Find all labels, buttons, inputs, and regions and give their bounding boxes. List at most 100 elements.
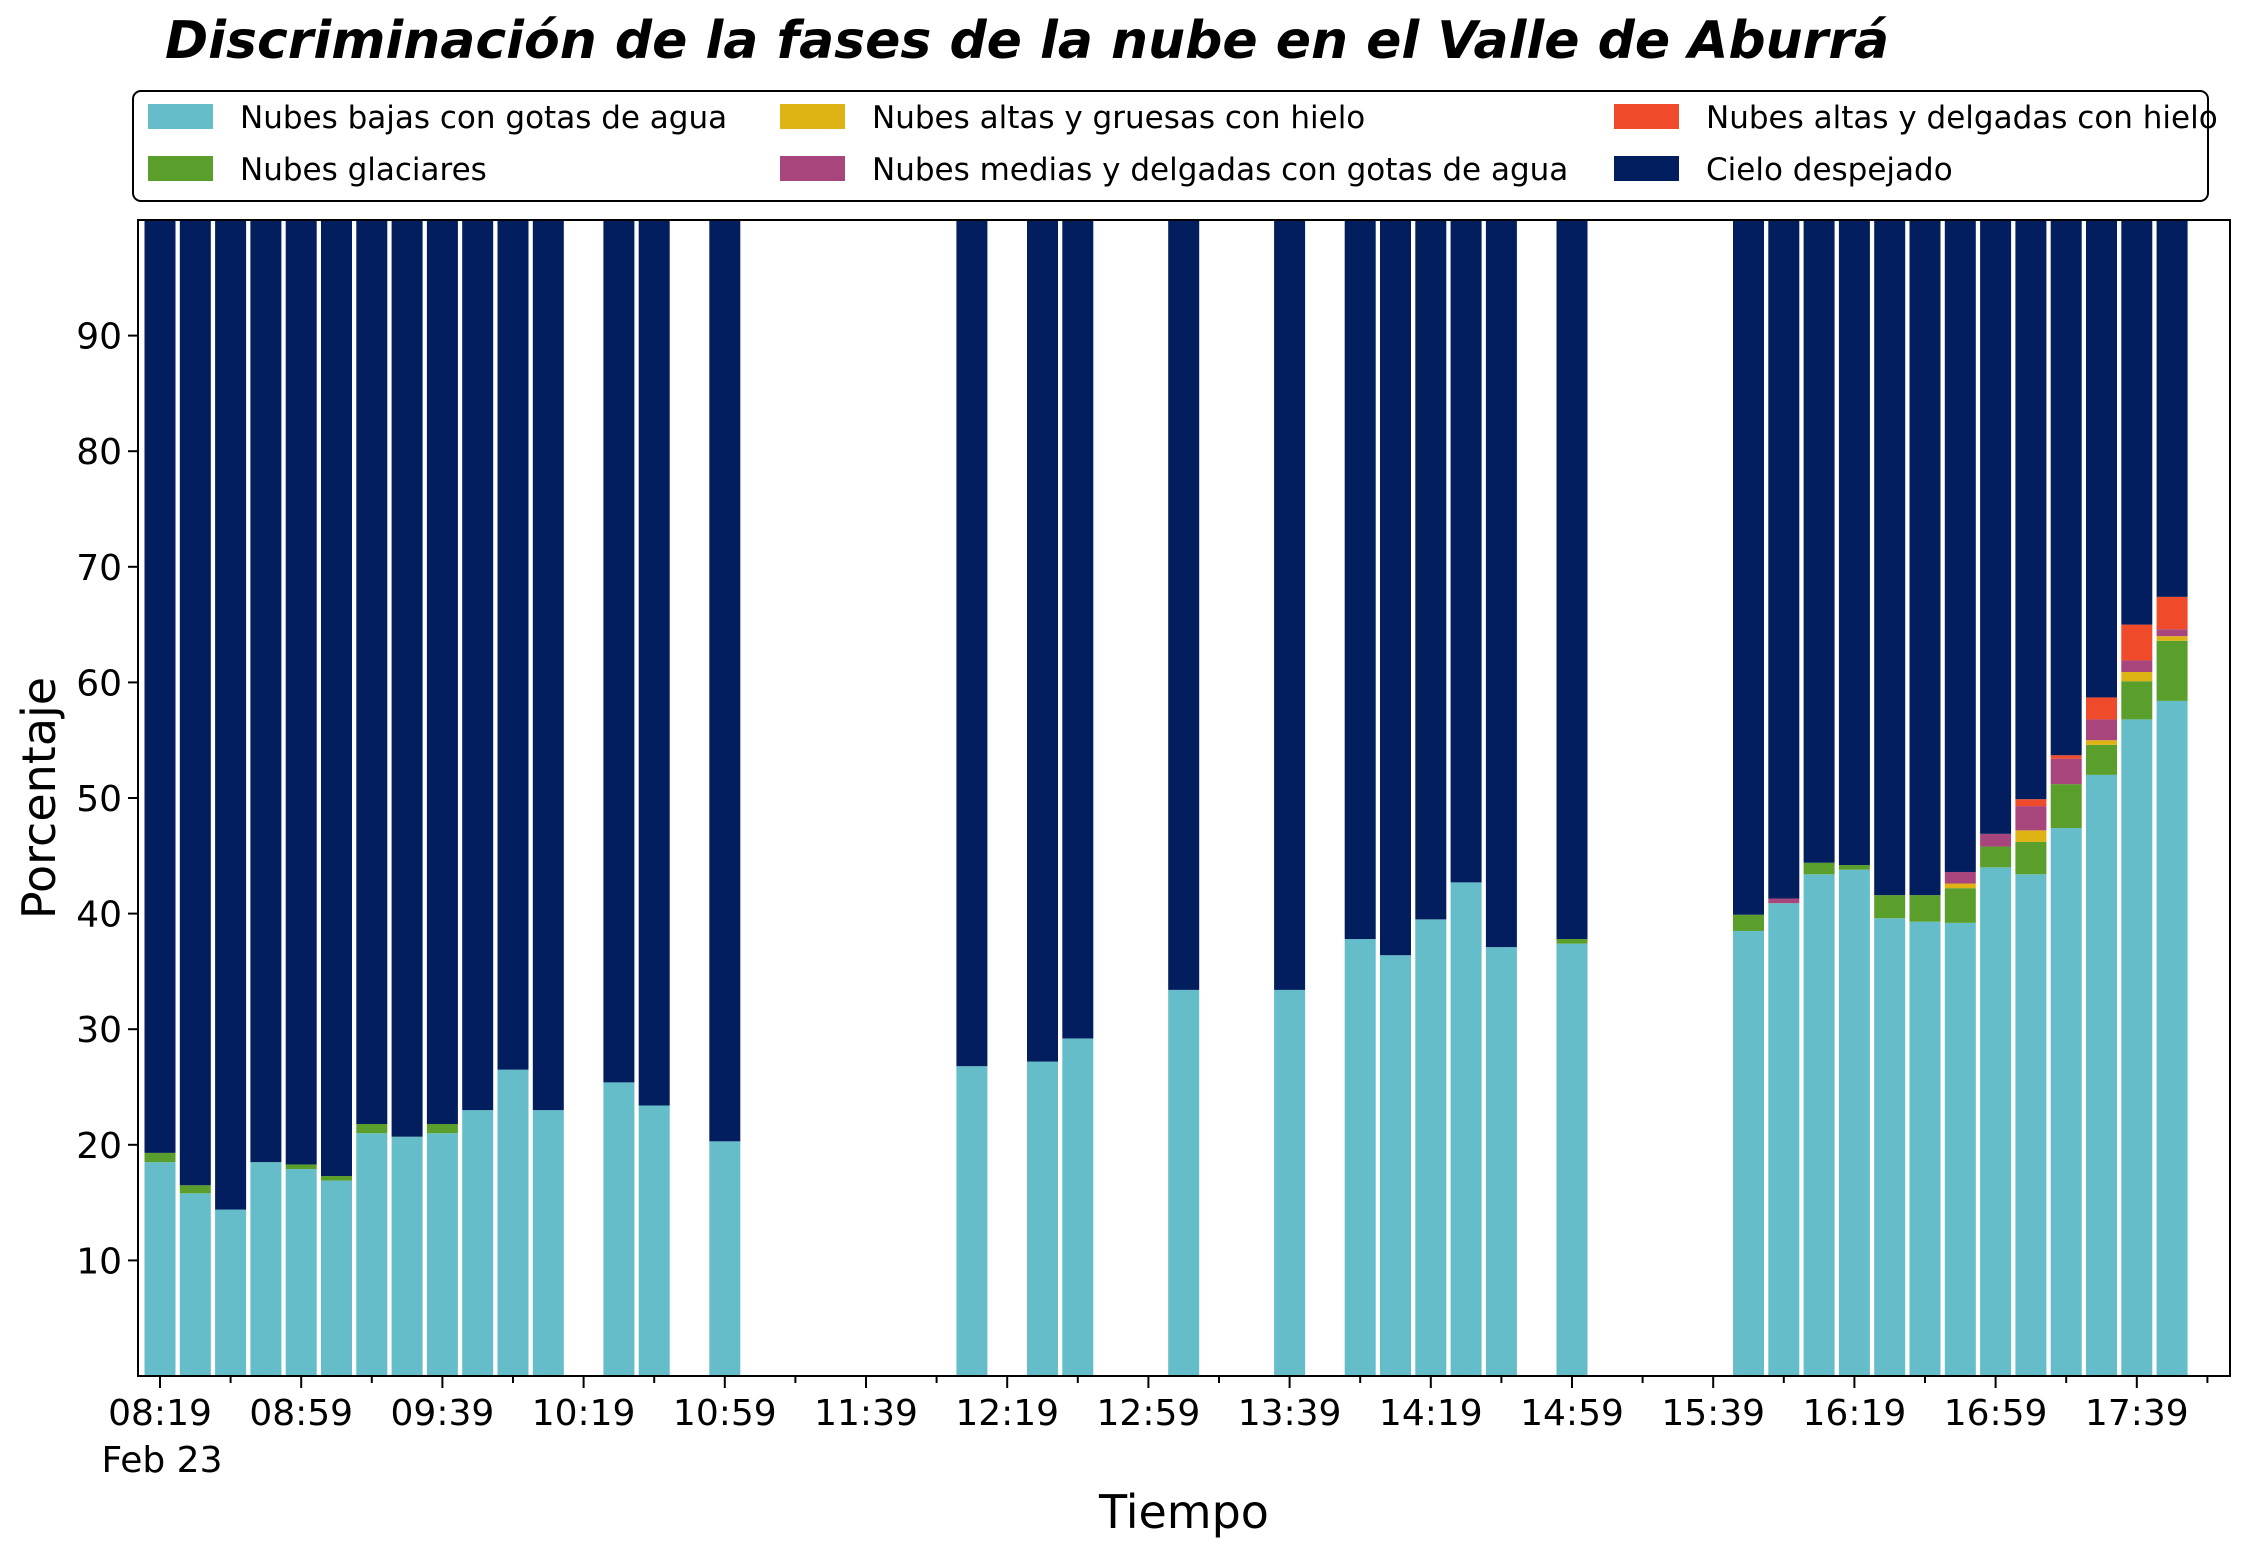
x-tick-label: 10:59 (673, 1393, 777, 1434)
bar-segment-34-1 (2015, 841, 2047, 875)
bar-segment-37-5 (2121, 220, 2153, 625)
bar-segment-38-4 (2156, 596, 2188, 630)
bar-segment-19-5 (1274, 220, 1306, 990)
legend-label: Nubes altas y delgadas con hielo (1706, 100, 2218, 136)
bar-segment-37-1 (2121, 681, 2153, 720)
y-tick-label: 20 (76, 1126, 122, 1167)
bar-segment-0-5 (144, 220, 176, 1153)
y-tick-label: 80 (76, 432, 122, 473)
legend-label: Nubes glaciares (240, 152, 487, 188)
legend-label: Nubes bajas con gotas de agua (240, 100, 727, 136)
bar-segment-22-0 (1415, 919, 1447, 1376)
bar-segment-8-1 (426, 1123, 458, 1134)
bar-segment-24-0 (1485, 947, 1517, 1376)
bar-segment-29-5 (1838, 220, 1870, 866)
x-tick-label: 12:19 (955, 1393, 1059, 1434)
bar-segment-36-2 (2086, 740, 2117, 745)
legend-label: Nubes medias y delgadas con gotas de agu… (872, 152, 1568, 188)
x-tick-label: 14:59 (1520, 1393, 1624, 1434)
bar-segment-11-5 (532, 220, 564, 1111)
bar-segment-14-0 (709, 1141, 741, 1376)
x-tick-label: 13:39 (1238, 1393, 1342, 1434)
bar-segment-13-0 (638, 1105, 670, 1376)
bar-segment-26-5 (1733, 220, 1764, 915)
bar-segment-2-5 (215, 220, 247, 1210)
bar-segment-25-0 (1556, 943, 1588, 1376)
legend-swatch (780, 104, 845, 129)
bar-segment-3-0 (250, 1162, 282, 1376)
bar-segment-5-0 (321, 1180, 352, 1376)
bar-segment-35-1 (2050, 784, 2082, 829)
bar-segment-12-0 (603, 1082, 635, 1376)
bar-segment-37-2 (2121, 672, 2153, 682)
bar-segment-4-1 (285, 1164, 317, 1170)
bar-segment-37-4 (2121, 624, 2153, 661)
bar-segment-28-0 (1803, 874, 1835, 1376)
legend: Nubes bajas con gotas de agua Nubes glaci… (132, 90, 2218, 202)
bar-segment-17-5 (1062, 220, 1094, 1039)
bar-segment-38-2 (2156, 636, 2188, 641)
y-tick-label: 60 (76, 663, 122, 704)
x-tick-label: 14:19 (1379, 1393, 1483, 1434)
bar-segment-34-4 (2015, 799, 2047, 807)
bar-segment-4-5 (285, 220, 317, 1165)
bar-segment-26-0 (1733, 930, 1764, 1376)
bar-segment-28-5 (1803, 220, 1835, 863)
y-axis: 10 20 30 40 50 60 70 80 90 (76, 317, 138, 1282)
bar-segment-31-0 (1909, 921, 1941, 1376)
bar-segment-1-0 (179, 1193, 211, 1376)
bar-segment-1-5 (179, 220, 211, 1186)
y-tick-label: 10 (76, 1241, 122, 1282)
bar-segment-11-0 (532, 1110, 564, 1376)
y-axis-title: Porcentaje (12, 677, 66, 919)
bar-segment-27-0 (1768, 903, 1800, 1376)
bar-segment-10-5 (497, 220, 529, 1070)
bar-segment-31-1 (1909, 895, 1941, 922)
bar-segment-17-0 (1062, 1038, 1094, 1376)
bar-segment-36-4 (2086, 697, 2117, 720)
bar-segment-29-1 (1838, 865, 1870, 870)
bar-segment-27-3 (1768, 898, 1800, 904)
bar-segment-0-0 (144, 1162, 176, 1376)
x-axis-date-label: Feb 23 (102, 1440, 223, 1481)
y-tick-label: 90 (76, 317, 122, 358)
x-tick-label: 16:19 (1803, 1393, 1907, 1434)
x-axis: 08:19 08:59 09:39 10:19 10:59 11:39 12:19 12:59… (108, 1376, 2209, 1434)
bar-segment-23-5 (1450, 220, 1482, 883)
x-axis-title: Tiempo (1098, 1485, 1269, 1539)
bar-segment-35-3 (2050, 758, 2082, 785)
bar-segment-30-5 (1874, 220, 1906, 896)
bars-group (144, 220, 2188, 1376)
bar-segment-15-0 (956, 1066, 988, 1376)
bar-segment-32-2 (1944, 883, 1976, 889)
bar-segment-34-0 (2015, 874, 2047, 1376)
bar-segment-4-0 (285, 1169, 317, 1376)
x-tick-label: 16:59 (1944, 1393, 2048, 1434)
bar-segment-16-5 (1027, 220, 1058, 1062)
bar-segment-22-5 (1415, 220, 1447, 920)
bar-segment-35-5 (2050, 220, 2082, 756)
x-tick-label: 08:19 (108, 1393, 212, 1434)
x-tick-label: 10:19 (532, 1393, 636, 1434)
bar-segment-2-0 (215, 1209, 247, 1376)
bar-segment-36-1 (2086, 744, 2117, 775)
bar-segment-9-5 (462, 220, 494, 1111)
y-tick-label: 30 (76, 1010, 122, 1051)
bar-segment-16-0 (1027, 1061, 1058, 1376)
bar-segment-34-3 (2015, 806, 2047, 831)
legend-swatch (148, 104, 213, 129)
bar-segment-32-1 (1944, 888, 1976, 923)
bar-segment-18-0 (1168, 989, 1200, 1376)
legend-label: Nubes altas y gruesas con hielo (872, 100, 1365, 136)
bar-segment-19-0 (1274, 989, 1306, 1376)
bar-segment-20-5 (1344, 220, 1376, 940)
legend-swatch (1614, 104, 1679, 129)
bar-segment-6-5 (356, 220, 388, 1124)
x-tick-label: 09:39 (391, 1393, 495, 1434)
bar-segment-36-5 (2086, 220, 2117, 698)
x-tick-label: 08:59 (249, 1393, 353, 1434)
bar-segment-13-5 (638, 220, 670, 1106)
bar-segment-7-5 (391, 220, 423, 1137)
bar-segment-31-5 (1909, 220, 1941, 896)
bar-segment-25-1 (1556, 939, 1588, 944)
